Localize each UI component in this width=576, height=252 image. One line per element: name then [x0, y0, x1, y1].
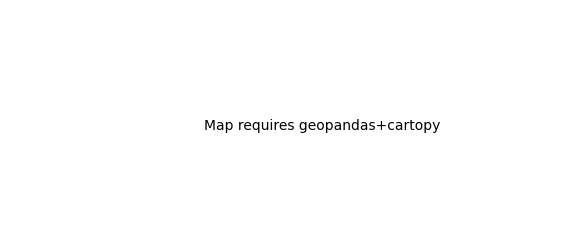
Text: Map requires geopandas+cartopy: Map requires geopandas+cartopy [204, 119, 441, 133]
